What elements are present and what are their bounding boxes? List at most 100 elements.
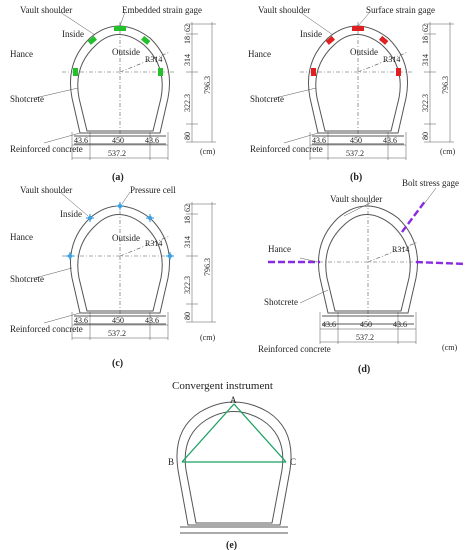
dim-62-b: 62: [421, 24, 430, 32]
title-e: Convergent instrument: [172, 380, 273, 392]
gauge-label-d: Bolt stress gage: [402, 178, 459, 188]
concrete-label-c: Reinforced concrete: [10, 324, 83, 334]
right-dims-c: [186, 202, 216, 323]
leader-lines-d: [299, 187, 437, 304]
dim-bottom-mid-c: 450: [112, 316, 124, 325]
gauge-label-a: Embedded strain gage: [122, 5, 202, 15]
dim-62-a: 62: [183, 24, 192, 32]
point-a-label: A: [230, 395, 237, 405]
hance-label-a: Hance: [10, 49, 33, 59]
dim-bottom-mid-a: 450: [112, 136, 124, 145]
dim-bottom-right-b: 43.6: [383, 136, 397, 145]
radius-label-b: R314: [383, 55, 400, 64]
right-dims-a: [186, 22, 216, 143]
radius-label-c: R314: [145, 239, 162, 248]
inside-label-b: Inside: [300, 29, 322, 39]
unit-a: (cm): [200, 147, 215, 156]
dim-322-b: 322.3: [421, 94, 430, 112]
dim-322-a: 322.3: [183, 94, 192, 112]
unit-b: (cm): [440, 147, 455, 156]
dim-bottom-left-b: 43.6: [312, 136, 326, 145]
vault-shoulder-label-a: Vault shoulder: [20, 5, 72, 15]
point-c-label: C: [290, 457, 296, 467]
concrete-label-a: Reinforced concrete: [10, 144, 83, 154]
radius-label-a: R314: [145, 55, 162, 64]
dim-80-c: 80: [183, 312, 192, 320]
vault-shoulder-label-b: Vault shoulder: [258, 5, 310, 15]
dim-bottom-right-a: 43.6: [145, 136, 159, 145]
bottom-dims-c: [71, 312, 169, 340]
hance-label-c: Hance: [10, 232, 33, 242]
gauge-label-b: Surface strain gage: [366, 5, 435, 15]
dim-18-a: 18: [183, 36, 192, 44]
unit-d: (cm): [442, 343, 457, 352]
convergence-lines-e: [181, 403, 287, 463]
dim-bottom-mid-d: 450: [360, 320, 372, 329]
dim-796-c: 796.3: [203, 258, 212, 276]
instruments-b: [311, 26, 401, 76]
caption-a: (a): [112, 172, 124, 183]
inside-label-a: Inside: [62, 29, 84, 39]
dim-bottom-left-d: 43.6: [322, 320, 336, 329]
dim-314-a: 314: [183, 54, 192, 66]
concrete-label-d: Reinforced concrete: [258, 344, 331, 354]
caption-d: (d): [358, 364, 370, 375]
dim-80-b: 80: [421, 132, 430, 140]
panel-d: Vault shoulder Bolt stress gage Hance R3…: [258, 178, 467, 375]
hance-label-b: Hance: [248, 49, 271, 59]
instruments-a: [73, 26, 163, 76]
caption-c: (c): [112, 358, 123, 369]
dim-bottom-right-d: 43.6: [393, 320, 407, 329]
gauge-label-c: Pressure cell: [130, 185, 176, 195]
bolts-d: [268, 199, 467, 266]
dim-322-c: 322.3: [183, 276, 192, 294]
dim-bottom-mid-b: 450: [350, 136, 362, 145]
dim-80-a: 80: [183, 132, 192, 140]
caption-b: (b): [350, 172, 362, 183]
point-b-label: B: [168, 457, 174, 467]
axis-lines-c: [62, 202, 176, 320]
hance-label-d: Hance: [268, 244, 291, 254]
outside-label-a: Outside: [112, 47, 140, 57]
shotcrete-label-d: Shotcrete: [264, 297, 298, 307]
dim-bottom-total-a: 537.2: [108, 149, 126, 158]
dim-796-a: 796.3: [203, 76, 212, 94]
tunnel-e: [176, 401, 292, 534]
outside-label-b: Outside: [350, 47, 378, 57]
shotcrete-label-b: Shotcrete: [250, 94, 284, 104]
dim-bottom-total-c: 537.2: [108, 329, 126, 338]
bottom-dims-a: [71, 132, 169, 160]
instruments-c: [66, 202, 174, 260]
dim-bottom-total-d: 537.2: [356, 333, 374, 342]
leader-lines-a: [34, 11, 126, 144]
right-dims-b: [424, 22, 454, 143]
shotcrete-label-a: Shotcrete: [10, 94, 44, 104]
bottom-dims-b: [309, 132, 407, 160]
dim-bottom-left-a: 43.6: [74, 136, 88, 145]
dim-18-b: 18: [421, 36, 430, 44]
concrete-label-b: Reinforced concrete: [250, 144, 323, 154]
dim-314-b: 314: [421, 54, 430, 66]
axis-lines-d: [310, 202, 424, 320]
radius-label-d: R314: [392, 245, 409, 254]
panel-b: Vault shoulder Surface strain gage Insid…: [248, 5, 455, 183]
vault-shoulder-label-c: Vault shoulder: [20, 185, 72, 195]
unit-c: (cm): [200, 333, 215, 342]
panel-a: Vault shoulder Embedded strain gage Insi…: [10, 5, 216, 183]
dim-bottom-left-c: 43.6: [74, 316, 88, 325]
bottom-dims-d: [319, 312, 417, 344]
panel-e: Convergent instrument A B C (e): [168, 380, 296, 550]
vault-shoulder-label-d: Vault shoulder: [330, 194, 382, 204]
dim-bottom-total-b: 537.2: [346, 149, 364, 158]
dim-62-c: 62: [183, 204, 192, 212]
axis-lines-a: [62, 22, 176, 140]
shotcrete-label-c: Shotcrete: [10, 274, 44, 284]
dim-bottom-right-c: 43.6: [145, 316, 159, 325]
axis-lines-b: [300, 22, 414, 140]
dim-18-c: 18: [183, 216, 192, 224]
leader-lines-c: [34, 191, 131, 324]
dim-796-b: 796.3: [441, 76, 450, 94]
inside-label-c: Inside: [60, 209, 82, 219]
caption-e: (e): [226, 540, 237, 550]
